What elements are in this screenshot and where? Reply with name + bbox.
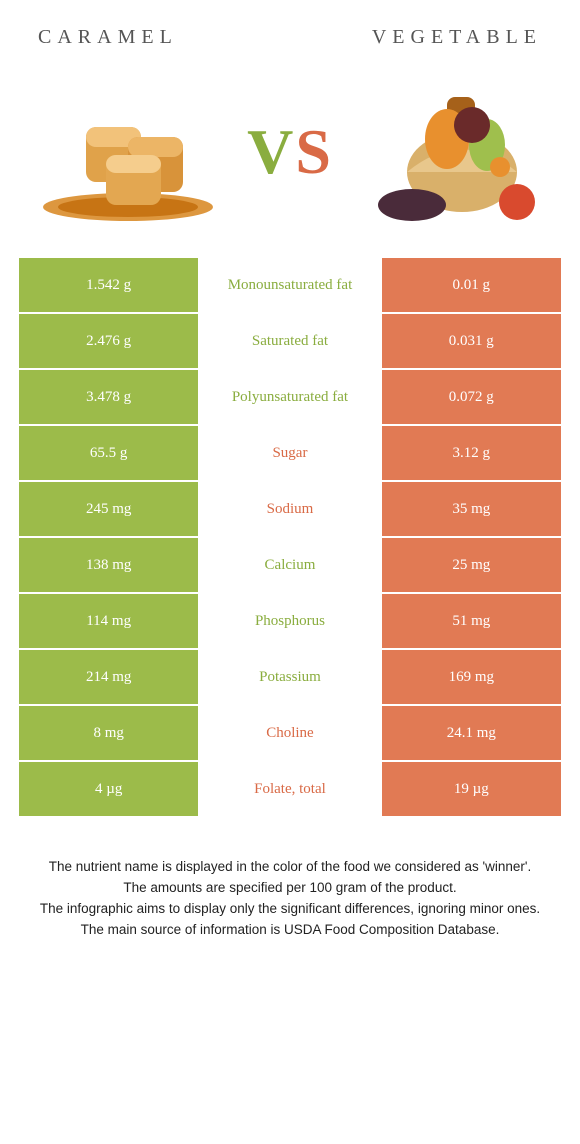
left-value: 138 mg [18, 537, 199, 593]
nutrient-label: Calcium [199, 537, 380, 593]
images-row: VS [18, 77, 562, 257]
left-value: 214 mg [18, 649, 199, 705]
table-row: 2.476 gSaturated fat0.031 g [18, 313, 562, 369]
left-value: 1.542 g [18, 257, 199, 313]
footer-line: The infographic aims to display only the… [18, 899, 562, 920]
nutrient-label: Sodium [199, 481, 380, 537]
right-food-title: Vegetable [372, 26, 542, 49]
left-value: 3.478 g [18, 369, 199, 425]
titles-row: Caramel Vegetable [18, 20, 562, 77]
table-row: 3.478 gPolyunsaturated fat0.072 g [18, 369, 562, 425]
right-value: 51 mg [381, 593, 562, 649]
nutrient-table: 1.542 gMonounsaturated fat0.01 g2.476 gS… [18, 257, 562, 817]
vs-label: VS [247, 115, 333, 189]
right-value: 169 mg [381, 649, 562, 705]
right-value: 24.1 mg [381, 705, 562, 761]
nutrient-label: Potassium [199, 649, 380, 705]
left-value: 114 mg [18, 593, 199, 649]
table-row: 8 mgCholine24.1 mg [18, 705, 562, 761]
table-row: 65.5 gSugar3.12 g [18, 425, 562, 481]
right-value: 0.072 g [381, 369, 562, 425]
nutrient-label: Monounsaturated fat [199, 257, 380, 313]
right-value: 19 µg [381, 761, 562, 817]
nutrient-label: Folate, total [199, 761, 380, 817]
right-value: 0.01 g [381, 257, 562, 313]
nutrient-label: Phosphorus [199, 593, 380, 649]
vs-v-letter: V [247, 116, 295, 187]
table-row: 245 mgSodium35 mg [18, 481, 562, 537]
right-value: 35 mg [381, 481, 562, 537]
table-row: 4 µgFolate, total19 µg [18, 761, 562, 817]
vegetable-image [352, 77, 552, 227]
table-row: 114 mgPhosphorus51 mg [18, 593, 562, 649]
left-value: 8 mg [18, 705, 199, 761]
nutrient-label: Polyunsaturated fat [199, 369, 380, 425]
left-value: 65.5 g [18, 425, 199, 481]
footer-notes: The nutrient name is displayed in the co… [0, 817, 580, 941]
caramel-image [28, 77, 228, 227]
table-row: 1.542 gMonounsaturated fat0.01 g [18, 257, 562, 313]
left-food-title: Caramel [38, 26, 178, 49]
right-value: 0.031 g [381, 313, 562, 369]
table-row: 138 mgCalcium25 mg [18, 537, 562, 593]
right-value: 3.12 g [381, 425, 562, 481]
nutrient-label: Sugar [199, 425, 380, 481]
left-value: 4 µg [18, 761, 199, 817]
nutrient-label: Saturated fat [199, 313, 380, 369]
footer-line: The nutrient name is displayed in the co… [18, 857, 562, 878]
left-value: 2.476 g [18, 313, 199, 369]
vs-s-letter: S [295, 116, 333, 187]
table-row: 214 mgPotassium169 mg [18, 649, 562, 705]
footer-line: The main source of information is USDA F… [18, 920, 562, 941]
footer-line: The amounts are specified per 100 gram o… [18, 878, 562, 899]
right-value: 25 mg [381, 537, 562, 593]
left-value: 245 mg [18, 481, 199, 537]
nutrient-label: Choline [199, 705, 380, 761]
